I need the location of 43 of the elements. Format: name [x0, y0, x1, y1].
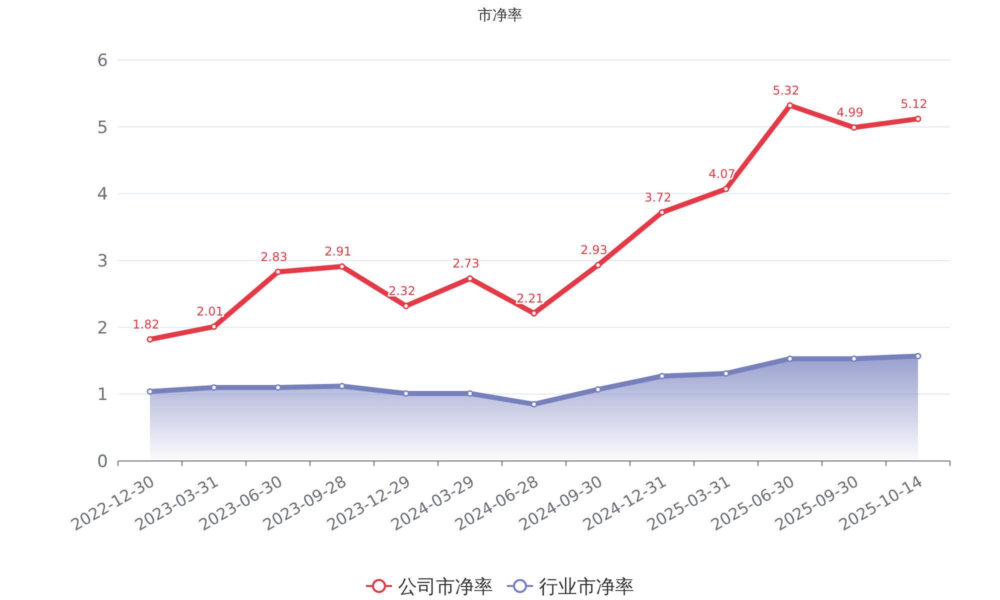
data-label: 2.21: [516, 291, 544, 306]
legend-label: 行业市净率: [539, 576, 634, 598]
data-label: 2.83: [260, 250, 288, 264]
legend-label: 公司市净率: [398, 576, 493, 598]
point: [658, 209, 666, 216]
point: [914, 116, 922, 122]
point: [914, 352, 922, 360]
data-label: 4.07: [708, 166, 736, 181]
point: [274, 268, 282, 276]
data-label: 5.12: [900, 96, 928, 111]
point: [146, 388, 154, 395]
point: [210, 323, 218, 330]
data-label: 2.32: [388, 284, 416, 298]
point: [530, 400, 538, 408]
point: [146, 336, 154, 343]
y-tick-label: 6: [97, 51, 108, 71]
point: [786, 102, 794, 109]
data-label: 2.01: [196, 304, 224, 319]
point: [594, 386, 602, 393]
point: [402, 302, 410, 310]
point: [722, 186, 730, 192]
data-label: 4.99: [836, 106, 864, 120]
point: [338, 382, 346, 390]
point: [786, 355, 794, 362]
point: [722, 370, 730, 377]
point: [594, 262, 602, 268]
chart-title: 市净率: [478, 6, 522, 24]
data-label: 2.91: [324, 244, 352, 259]
data-label: 3.72: [644, 190, 672, 204]
point: [850, 124, 858, 131]
point: [530, 310, 538, 317]
y-tick-label: 0: [97, 452, 108, 472]
y-tick-label: 4: [97, 184, 108, 205]
point: [338, 263, 346, 270]
y-tick-label: 1: [97, 385, 108, 406]
point: [466, 275, 474, 282]
data-label: 5.32: [772, 83, 800, 98]
data-label: 1.82: [132, 317, 160, 332]
data-label: 2.73: [452, 256, 480, 271]
y-tick-label: 5: [97, 118, 108, 138]
y-tick-label: 2: [97, 318, 108, 338]
data-label: 2.93: [580, 243, 608, 258]
y-tick-label: 3: [97, 252, 108, 272]
